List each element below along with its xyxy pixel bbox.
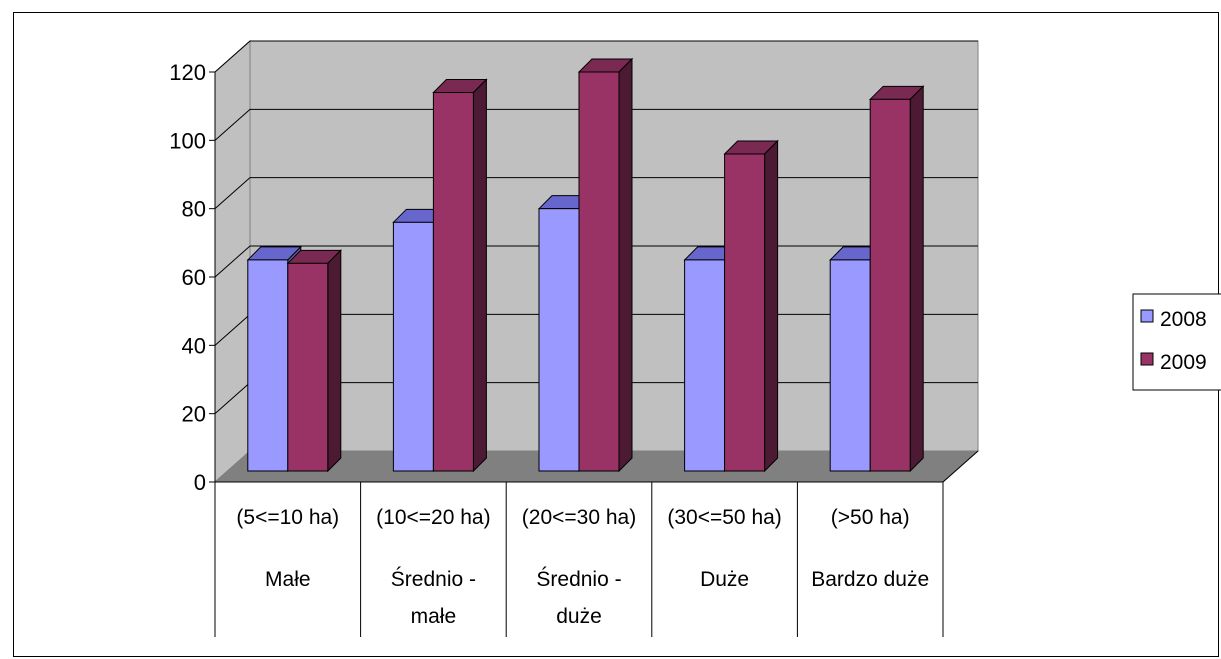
category-table: (5<=10 ha) Małe (10<=20 ha) Średnio - małe (2… bbox=[214, 482, 944, 637]
y-tick-label: 40 bbox=[182, 333, 206, 358]
legend-swatch bbox=[1140, 352, 1154, 366]
y-tick-label: 20 bbox=[182, 402, 206, 427]
bar-side bbox=[909, 85, 924, 473]
x-tick-label: duże bbox=[556, 605, 602, 628]
legend-label: 2008 bbox=[1160, 308, 1207, 331]
legend-swatch bbox=[1140, 309, 1154, 323]
bar-front bbox=[829, 259, 871, 472]
bar-front bbox=[247, 259, 289, 472]
y-tick-label: 80 bbox=[182, 197, 206, 222]
bar-front bbox=[578, 71, 620, 472]
bar-side bbox=[472, 78, 487, 473]
bar-side bbox=[327, 249, 342, 473]
x-tick-label: Średnio - bbox=[536, 567, 621, 591]
bar bbox=[868, 85, 925, 473]
gridline bbox=[214, 40, 978, 73]
x-tick-label: (20<=30 ha) bbox=[522, 506, 636, 529]
legend-label: 2009 bbox=[1160, 351, 1207, 374]
y-tick-label: 0 bbox=[194, 470, 206, 495]
floor-edge bbox=[942, 450, 979, 483]
x-tick-label: (>50 ha) bbox=[831, 506, 910, 529]
x-tick-label: Duże bbox=[700, 568, 749, 591]
bar-front bbox=[538, 208, 580, 472]
gridline bbox=[214, 108, 978, 141]
bar-front bbox=[287, 262, 329, 472]
legend: 2008 2009 bbox=[1132, 293, 1221, 391]
bars bbox=[246, 57, 925, 473]
bar-front bbox=[869, 98, 911, 472]
bar-front bbox=[724, 153, 766, 472]
x-tick-label: Bardzo duże bbox=[811, 568, 929, 591]
bar bbox=[286, 249, 343, 473]
x-tick-label: (30<=50 ha) bbox=[667, 506, 781, 529]
bar bbox=[723, 139, 779, 473]
x-tick-label: (10<=20 ha) bbox=[376, 506, 490, 529]
bar bbox=[577, 57, 634, 473]
x-tick-label: Średnio - bbox=[391, 567, 476, 591]
x-tick-label: (5<=10 ha) bbox=[236, 506, 339, 529]
bar bbox=[432, 78, 488, 473]
y-tick-label: 60 bbox=[182, 265, 206, 290]
bar-front bbox=[684, 259, 726, 472]
y-tick-label: 100 bbox=[169, 128, 206, 153]
bar-front bbox=[432, 92, 474, 472]
x-tick-label: małe bbox=[411, 605, 457, 628]
axes: 0 20 40 60 80 100 120 bbox=[169, 60, 979, 495]
x-tick-label: Małe bbox=[265, 568, 311, 591]
bar-side bbox=[618, 57, 633, 473]
y-tick-label: 120 bbox=[169, 60, 206, 85]
bar-side bbox=[764, 139, 779, 473]
bar-front bbox=[392, 221, 434, 472]
